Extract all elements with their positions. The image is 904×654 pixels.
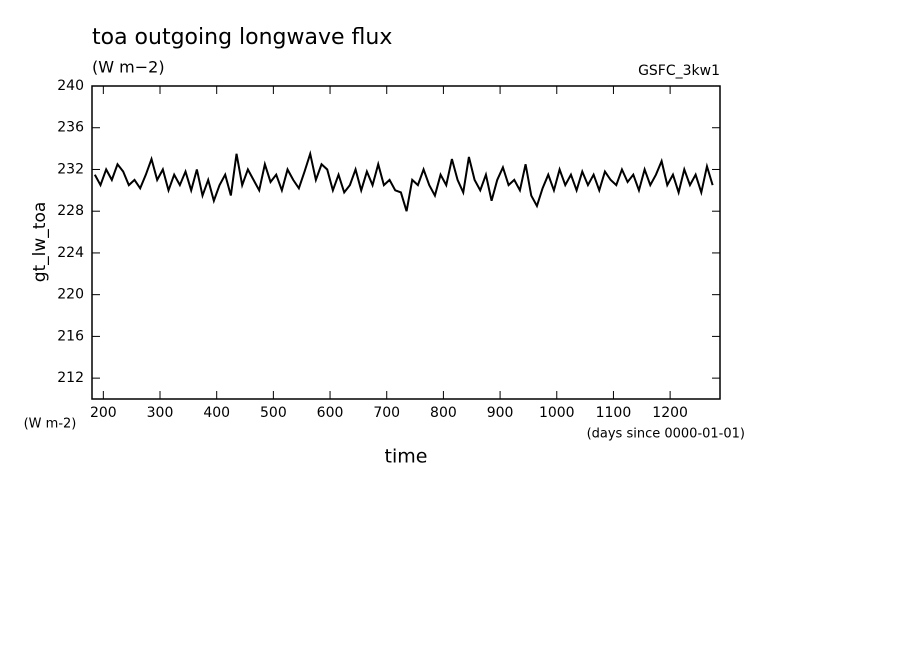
y-tick-label: 224 [57,245,84,261]
x-tick-label: 500 [260,405,287,421]
y-tick-label: 220 [57,287,84,303]
x-tick-label: 1200 [652,405,688,421]
x-tick-label: 400 [203,405,230,421]
x-axis-label: time [385,446,428,468]
x-tick-label: 200 [90,405,117,421]
x-units: (days since 0000-01-01) [587,427,745,442]
x-tick-label: 800 [430,405,457,421]
x-tick-label: 900 [487,405,514,421]
x-tick-label: 1000 [539,405,575,421]
chart-title: toa outgoing longwave flux [92,25,392,50]
data-line [93,149,714,212]
x-tick-label: 300 [147,405,174,421]
y-tick-label: 232 [57,161,84,177]
y-tick-label: 228 [57,203,84,219]
y-axis-label: gt_lw_toa [30,202,50,283]
y-tick-label: 236 [57,120,84,136]
x-tick-label: 1100 [596,405,632,421]
y-units: (W m-2) [24,417,77,432]
plot-frame [91,85,721,400]
y-tick-label: 212 [57,370,84,386]
subtitle: (W m−2) [92,58,165,77]
dataset-label: GSFC_3kw1 [638,63,720,79]
x-tick-label: 700 [373,405,400,421]
y-tick-label: 240 [57,78,84,94]
x-tick-label: 600 [317,405,344,421]
y-tick-label: 216 [57,328,84,344]
